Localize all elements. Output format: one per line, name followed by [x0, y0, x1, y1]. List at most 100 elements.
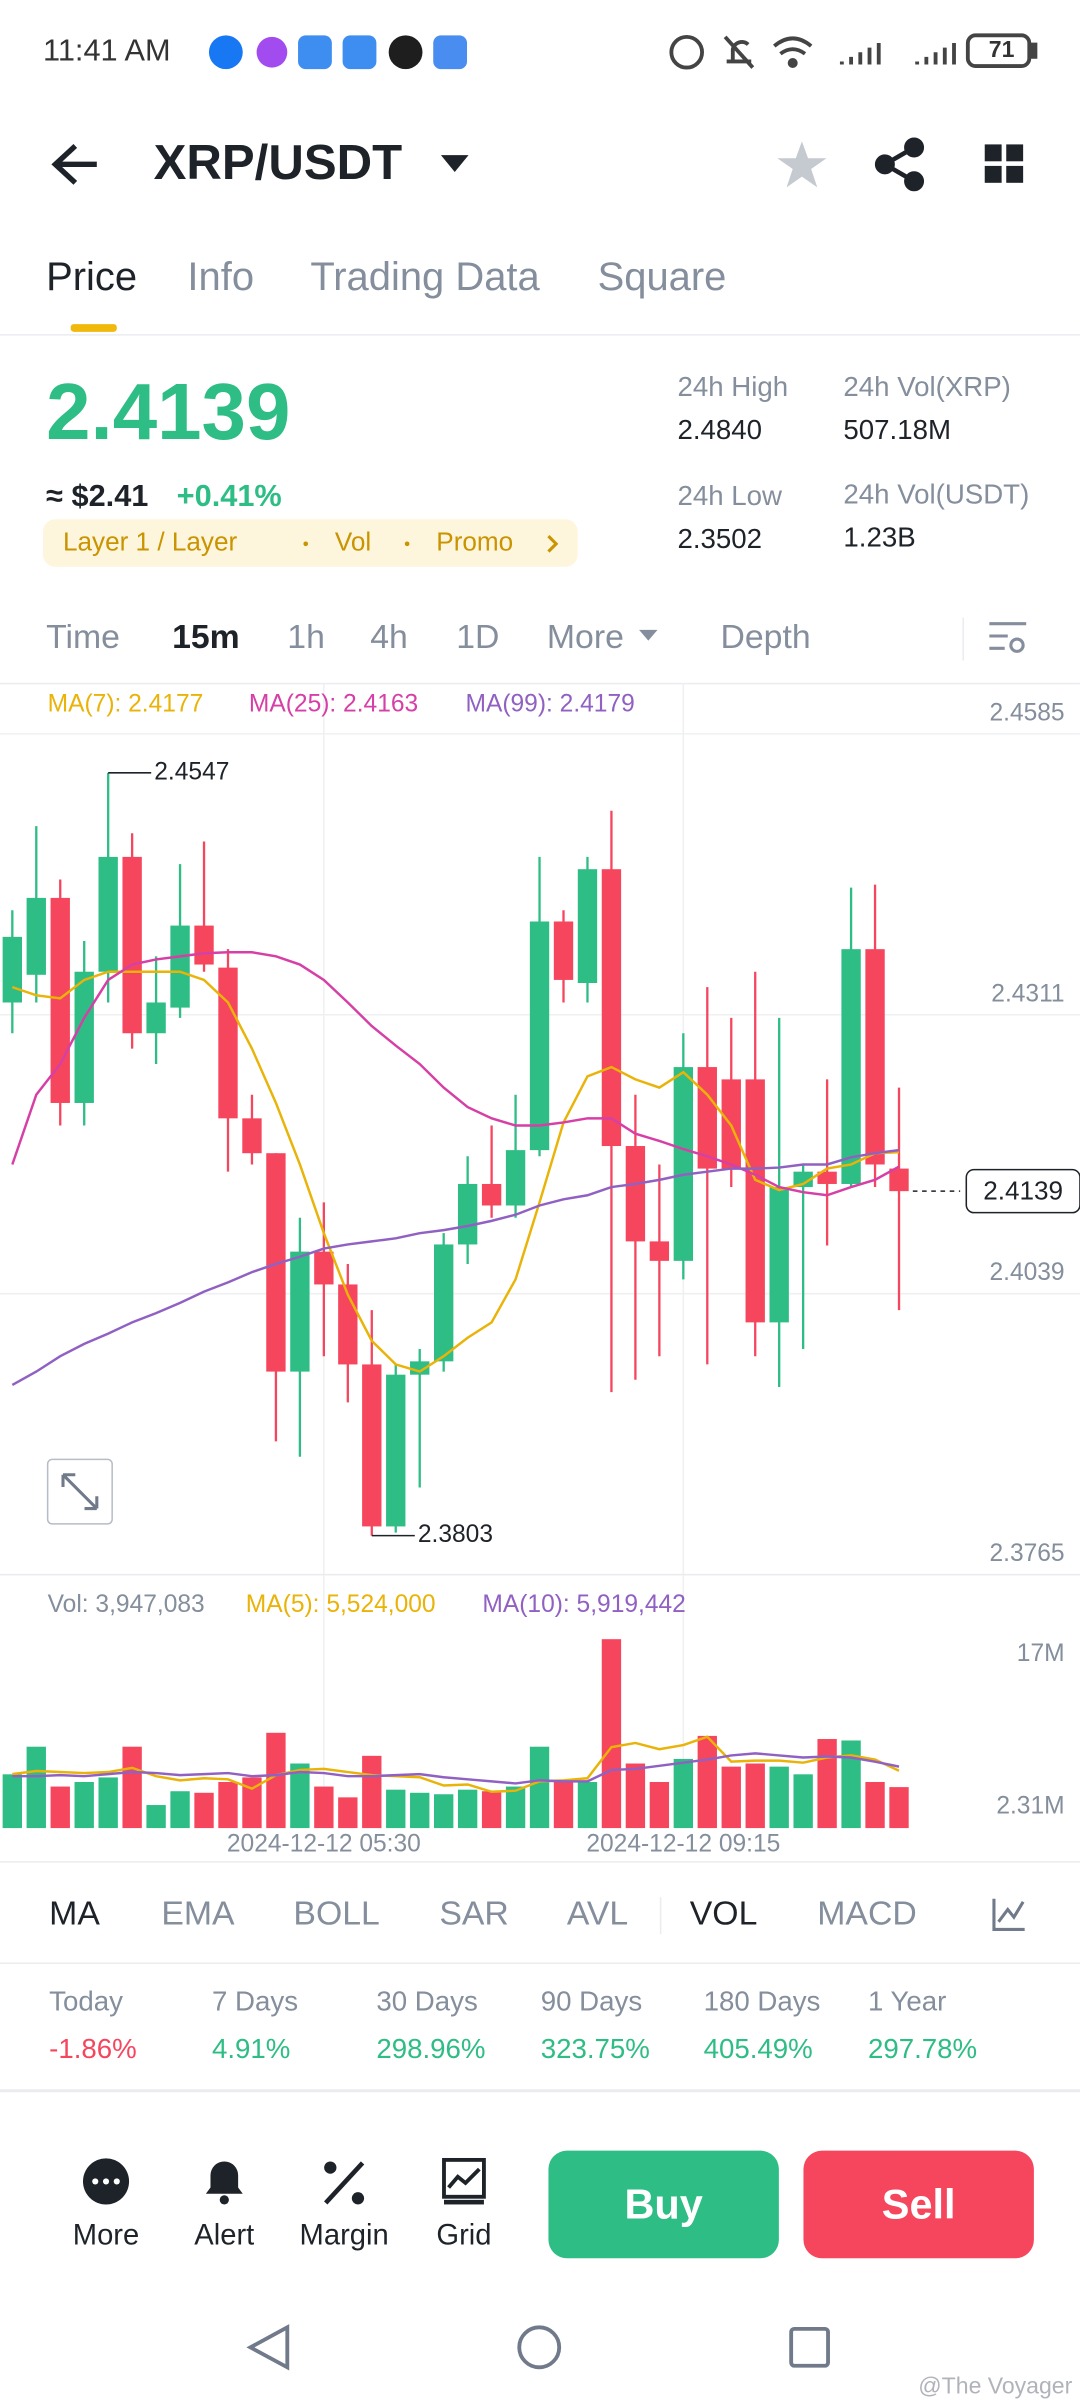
interval[interactable]: Time [46, 618, 120, 656]
volume-bar [242, 1777, 262, 1829]
candlestick-chart: 2.4585 2.4311 2.4039 2.3765 MA(7): 2.4177 MA(… [0, 683, 1080, 1829]
action-icons [82, 2157, 486, 2205]
volume-bar [457, 1789, 478, 1829]
volume-chart: 17M 2.31M Vol: 3,947,083 MA(5): 5,524,000 MA… [2, 1591, 1065, 1857]
volume-bar [218, 1781, 238, 1829]
tab[interactable]: Square [598, 255, 727, 299]
volume-bar [529, 1746, 550, 1829]
tab[interactable]: Trading Data [310, 255, 540, 299]
interval[interactable]: Depth [721, 618, 811, 656]
interval[interactable]: 1D [456, 618, 499, 656]
nav-home[interactable] [517, 2325, 562, 2370]
volume-bar [865, 1781, 885, 1829]
candle-body [529, 921, 550, 1151]
layout-button[interactable] [984, 144, 1024, 183]
sell-label[interactable]: Sell [882, 2180, 956, 2227]
y-tick-label: 2.31M [996, 1793, 1064, 1820]
action-label[interactable]: Grid [436, 2219, 491, 2251]
indicator[interactable]: EMA [161, 1895, 235, 1933]
favorite-star[interactable] [777, 141, 827, 188]
sell-button[interactable] [803, 2150, 1034, 2259]
volume-bar [26, 1746, 46, 1829]
ma-line [12, 1752, 900, 1785]
candle-body [362, 1364, 382, 1527]
pair-dropdown[interactable] [440, 155, 469, 173]
candle-body [553, 921, 574, 980]
back-button[interactable] [51, 143, 97, 185]
candle-body [625, 1146, 646, 1242]
candle-body [194, 925, 214, 965]
interval[interactable]: 1h [287, 618, 325, 656]
y-tick-label: 2.3765 [989, 1540, 1064, 1567]
volume-bar [841, 1740, 861, 1829]
ma-line [11, 951, 900, 1197]
tag-chevron [547, 535, 559, 553]
tag-strip[interactable] [43, 519, 578, 567]
indicator[interactable]: AVL [567, 1895, 628, 1933]
volume-bar [146, 1805, 166, 1829]
share-button[interactable] [874, 137, 925, 192]
volume-bar [266, 1732, 286, 1829]
ma-line [11, 1148, 900, 1387]
volume-bar [649, 1781, 670, 1829]
candle-body [434, 1244, 454, 1362]
fiat-price: ≈ $2.41 [46, 478, 148, 513]
candle-body [817, 1171, 837, 1184]
candle-body [745, 1079, 765, 1323]
indicator[interactable]: MACD [817, 1895, 916, 1933]
indicator[interactable]: VOL [690, 1895, 758, 1933]
candle-body [889, 1168, 909, 1192]
candle-body [457, 1183, 478, 1245]
candle-body [673, 1067, 694, 1261]
battery-level: 71 [989, 36, 1015, 62]
legend-entry: MA(10): 5,919,442 [482, 1591, 685, 1618]
volume-bar [314, 1786, 334, 1829]
interval[interactable]: 4h [370, 618, 408, 656]
period-label: 180 Days [704, 1986, 821, 2017]
tag[interactable]: Promo [436, 527, 513, 557]
y-tick-label: 2.4039 [989, 1259, 1064, 1286]
period-change: -1.86% [49, 2033, 137, 2064]
ma-line [11, 970, 900, 1373]
volume-bar [793, 1774, 813, 1829]
candle-body [2, 936, 22, 1003]
tag[interactable]: Layer 1 / Layer [63, 527, 237, 557]
indicator[interactable]: BOLL [293, 1895, 379, 1933]
volume-bar [625, 1763, 646, 1829]
indicator-settings[interactable] [992, 1898, 1025, 1932]
indicator[interactable]: MA [49, 1895, 100, 1933]
last-price: 2.4139 [46, 367, 290, 456]
tag-dot [404, 541, 410, 547]
candle-body [314, 1251, 334, 1285]
tab-bar: Price Info Trading Data Square [46, 255, 726, 299]
tag-dot [303, 541, 309, 547]
tag[interactable]: Vol [335, 527, 371, 557]
high-label: 2.4547 [154, 758, 229, 785]
tab[interactable]: Price [46, 255, 137, 299]
candle-body [386, 1374, 406, 1527]
action-label[interactable]: More [73, 2219, 139, 2251]
candle-body [218, 967, 238, 1119]
buy-label[interactable]: Buy [624, 2180, 702, 2227]
volume-bar [386, 1789, 406, 1829]
stat-label: 24h Vol(XRP) [843, 371, 1010, 402]
interval[interactable]: 15m [172, 618, 240, 656]
nav-back[interactable] [246, 2324, 290, 2371]
candle-body [841, 949, 861, 1184]
interval[interactable]: More [547, 618, 624, 656]
volume-bar [481, 1791, 502, 1829]
buy-button[interactable] [548, 2150, 779, 2259]
chart-settings[interactable] [989, 622, 1027, 653]
indicator[interactable]: SAR [439, 1895, 508, 1933]
action-label[interactable]: Margin [300, 2219, 389, 2251]
period-change: 4.91% [212, 2033, 290, 2064]
fullscreen-button[interactable] [46, 1458, 113, 1525]
nav-recents[interactable] [789, 2326, 830, 2368]
pair-title[interactable]: XRP/USDT [154, 136, 402, 190]
period-label: 7 Days [212, 1986, 298, 2017]
candle-body [505, 1150, 526, 1206]
tab[interactable]: Info [187, 255, 254, 299]
volume-bar [673, 1758, 694, 1829]
candle-body [266, 1153, 286, 1372]
action-label[interactable]: Alert [194, 2219, 254, 2251]
